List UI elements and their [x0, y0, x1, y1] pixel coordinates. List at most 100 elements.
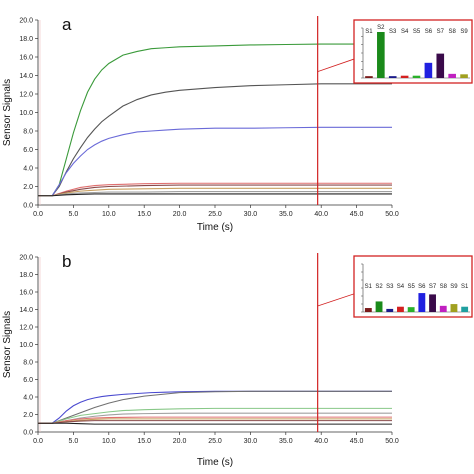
y-tick-label: 0.0 [23, 430, 33, 437]
series-line [38, 126, 392, 197]
inset-bar [460, 74, 468, 78]
x-tick-label: 5.0 [69, 211, 79, 218]
x-tick-label: 30.0 [244, 438, 258, 445]
inset-bar [377, 32, 385, 78]
y-tick-label: 8.0 [23, 360, 33, 367]
x-tick-label: 35.0 [279, 211, 293, 218]
x-tick-label: 50.0 [385, 438, 399, 445]
inset-bar-label: S5 [407, 284, 415, 290]
inset-frame [353, 19, 473, 84]
inset-bar [397, 306, 404, 312]
x-tick-label: 0.0 [33, 438, 43, 445]
inset-bar [412, 75, 421, 78]
inset-bar-label: S1 [365, 29, 373, 35]
inset-bar [386, 308, 394, 312]
x-tick-label: 25.0 [208, 211, 222, 218]
series-line [38, 407, 392, 424]
inset-bar-label: S8 [448, 29, 456, 35]
inset-bar [400, 75, 409, 78]
inset-bar [388, 76, 397, 78]
y-tick-label: 20.0 [19, 18, 33, 25]
inset-bar-label: S8 [440, 284, 448, 290]
inset-bar-label: S3 [389, 29, 397, 35]
x-tick-label: 0.0 [33, 211, 43, 218]
inset-bar-label: S6 [425, 29, 433, 35]
y-tick-label: 16.0 [19, 290, 33, 297]
inset-bar [429, 294, 436, 312]
inset-bar [407, 307, 415, 312]
series-line [38, 43, 392, 197]
inset-connector [317, 58, 355, 73]
y-tick-label: 12.0 [19, 92, 33, 99]
series-line [38, 184, 392, 197]
y-tick-label: 18.0 [19, 36, 33, 43]
x-tick-label: 15.0 [137, 438, 151, 445]
x-tick-label: 40.0 [314, 438, 328, 445]
inset-bar-label: S1 [461, 284, 469, 290]
series-line [38, 182, 392, 197]
x-tick-label: 5.0 [69, 438, 79, 445]
inset-bar [375, 301, 383, 312]
x-tick-label: 10.0 [102, 211, 116, 218]
x-tick-label: 50.0 [385, 211, 399, 218]
panel-letter: b [62, 252, 71, 271]
y-tick-label: 6.0 [23, 377, 33, 384]
y-tick-label: 2.0 [23, 184, 33, 191]
y-tick-label: 12.0 [19, 325, 33, 332]
x-tick-label: 10.0 [102, 438, 116, 445]
inset-bar [439, 305, 447, 312]
series-line [38, 187, 392, 197]
y-tick-label: 0.0 [23, 203, 33, 210]
inset-bar-label: S2 [375, 284, 383, 290]
y-tick-label: 2.0 [23, 412, 33, 419]
inset-bar [448, 73, 456, 78]
y-tick-label: 20.0 [19, 255, 33, 262]
inset-bar-label: S9 [450, 284, 458, 290]
inset-bar-label: S4 [401, 29, 409, 35]
y-axis-label: Sensor Signals [2, 79, 13, 146]
series-line [38, 193, 392, 197]
x-tick-label: 20.0 [173, 438, 187, 445]
y-tick-label: 18.0 [19, 272, 33, 279]
inset-bar [424, 62, 433, 78]
inset-bar-label: S5 [413, 29, 421, 35]
inset-bar [450, 304, 458, 312]
series-line [38, 390, 392, 424]
x-tick-label: 15.0 [137, 211, 151, 218]
x-tick-label: 30.0 [244, 211, 258, 218]
series-line [38, 83, 392, 197]
inset-bar [365, 76, 373, 78]
inset-bar-label: S9 [460, 29, 468, 35]
y-tick-label: 4.0 [23, 166, 33, 173]
inset-bar-label: S7 [429, 284, 437, 290]
y-tick-label: 4.0 [23, 395, 33, 402]
series-line [38, 416, 392, 424]
x-axis-label: Time (s) [197, 222, 233, 233]
y-tick-label: 16.0 [19, 55, 33, 62]
inset-bar-label: S1 [365, 284, 373, 290]
x-tick-label: 35.0 [279, 438, 293, 445]
inset-bar-label: S6 [418, 284, 426, 290]
inset-bar-label: S7 [437, 29, 445, 35]
x-tick-label: 45.0 [350, 211, 364, 218]
inset-bar [436, 53, 445, 78]
y-tick-label: 10.0 [19, 110, 33, 117]
inset-bar [418, 293, 426, 312]
inset-bar [364, 308, 372, 312]
series-line [38, 422, 392, 425]
x-axis-label: Time (s) [197, 457, 233, 468]
x-tick-label: 40.0 [314, 211, 328, 218]
y-tick-label: 14.0 [19, 307, 33, 314]
series-line [38, 191, 392, 197]
y-tick-label: 6.0 [23, 147, 33, 154]
inset-bar [461, 306, 469, 312]
panel-letter: a [62, 15, 72, 34]
chart-panel-b: 0.0 5.0 10.0 15.0 20.0 25.0 30.0 35.0 40.0 45.0 50… [2, 252, 473, 468]
chart-panel-a: 0.0 5.0 10.0 15.0 20.0 25.0 30.0 35.0 40.0 45.0 50… [2, 15, 473, 233]
inset-bar-label: S3 [386, 284, 394, 290]
inset-bar-label: S4 [397, 284, 405, 290]
series-line [38, 420, 392, 424]
y-tick-label: 10.0 [19, 342, 33, 349]
inset-bar-label: S2 [377, 25, 385, 31]
